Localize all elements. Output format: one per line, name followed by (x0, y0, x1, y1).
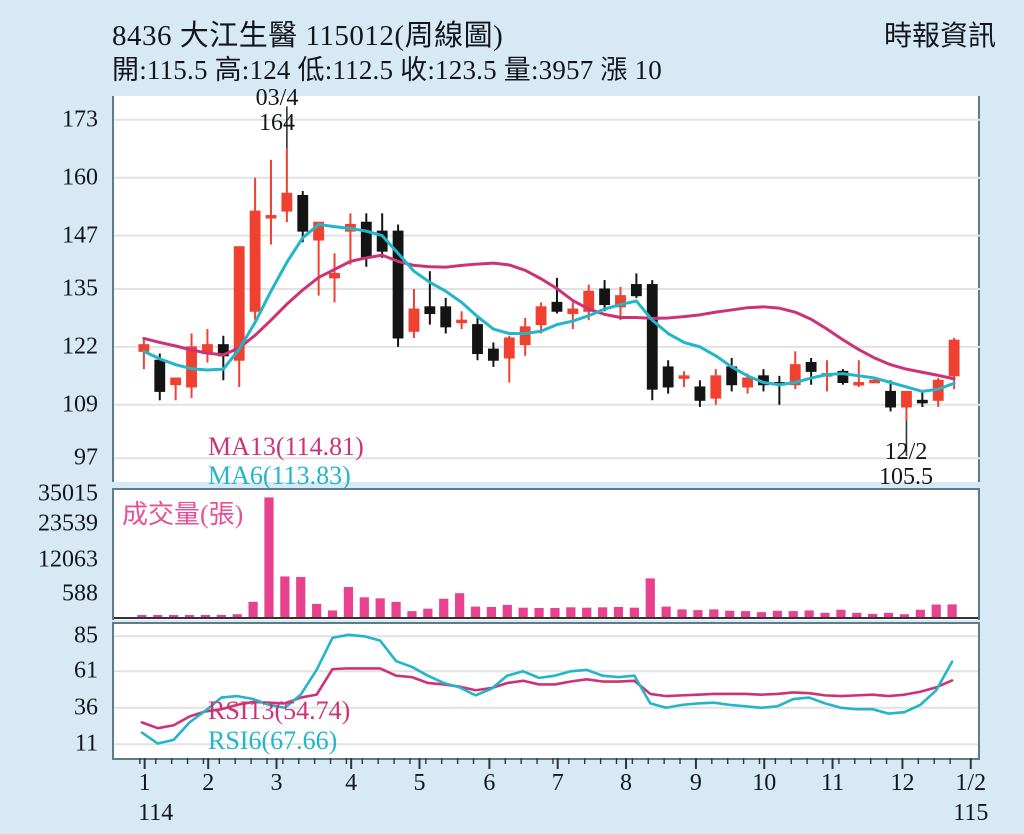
price-chart-svg (114, 106, 982, 460)
price-y-axis: 173 160 147 135 122 109 97 (0, 96, 106, 482)
annotation-low-value: 105.5 (879, 464, 933, 491)
rsi-y-tick: 61 (74, 657, 98, 684)
price-y-tick: 160 (62, 164, 98, 191)
rsi-y-axis: 85 61 36 11 (0, 622, 106, 760)
x-axis-tick: 12 (890, 770, 915, 796)
volume-chart-svg (114, 497, 978, 619)
rsi-y-tick: 36 (74, 694, 98, 721)
volume-y-tick: 588 (62, 580, 98, 607)
x-axis-ticks (139, 758, 972, 769)
x-axis-tick: 4 (345, 770, 358, 796)
price-y-tick: 122 (62, 333, 98, 360)
price-y-tick: 173 (62, 106, 98, 133)
volume-y-tick: 35015 (38, 480, 98, 507)
annotation-high: 03/4 164 (255, 85, 299, 137)
rsi-y-tick: 85 (74, 622, 98, 649)
x-axis: 1 2 3 4 5 6 7 8 9 10 11 12 1/2 114 115 (0, 758, 1024, 834)
legend-rsi13: RSI13(54.74) (208, 696, 351, 725)
x-axis-tick: 8 (620, 770, 633, 796)
annotation-low-date: 12/2 (884, 439, 928, 465)
price-y-tick: 135 (62, 275, 98, 302)
x-axis-tick: 9 (689, 770, 702, 796)
volume-panel-label: 成交量(張) (122, 500, 244, 529)
price-y-tick: 147 (62, 222, 98, 249)
annotation-high-date: 03/4 (255, 85, 299, 111)
x-axis-tick: 7 (551, 770, 564, 796)
legend-rsi6: RSI6(67.66) (208, 726, 338, 755)
x-axis-tick: 5 (413, 770, 426, 796)
price-y-tick: 109 (62, 391, 98, 418)
page-title: 8436 大江生醫 115012(周線圖) (112, 20, 504, 52)
volume-y-tick: 12063 (38, 546, 98, 573)
x-axis-tick: 1/2 (955, 770, 987, 796)
x-axis-tick: 6 (483, 770, 496, 796)
annotation-low: 12/2 105.5 (879, 439, 933, 491)
rsi-chart-svg (114, 633, 978, 746)
x-axis-tick: 11 (820, 770, 845, 796)
rsi-y-tick: 11 (74, 730, 98, 757)
source-label: 時報資訊 (883, 21, 996, 52)
x-axis-tick: 2 (202, 770, 215, 796)
rsi-chart-panel[interactable] (112, 622, 980, 760)
price-chart-panel[interactable] (112, 96, 982, 482)
volume-chart-panel[interactable] (112, 488, 980, 620)
x-axis-year-end: 115 (953, 800, 989, 826)
x-axis-year-start: 114 (138, 800, 174, 826)
quote-summary: 開:115.5 高:124 低:112.5 收:123.5 量:3957 漲 1… (112, 55, 662, 85)
price-y-tick: 97 (74, 444, 98, 471)
legend-ma6: MA6(113.83) (208, 461, 351, 490)
volume-y-axis: 35015 23539 12063 588 (0, 481, 106, 620)
legend-ma13: MA13(114.81) (208, 432, 364, 461)
annotation-high-value: 164 (258, 110, 295, 137)
x-axis-tick: 3 (270, 770, 283, 796)
volume-y-tick: 23539 (38, 510, 98, 537)
x-axis-tick: 1 (138, 770, 151, 796)
x-axis-tick: 10 (752, 770, 777, 796)
